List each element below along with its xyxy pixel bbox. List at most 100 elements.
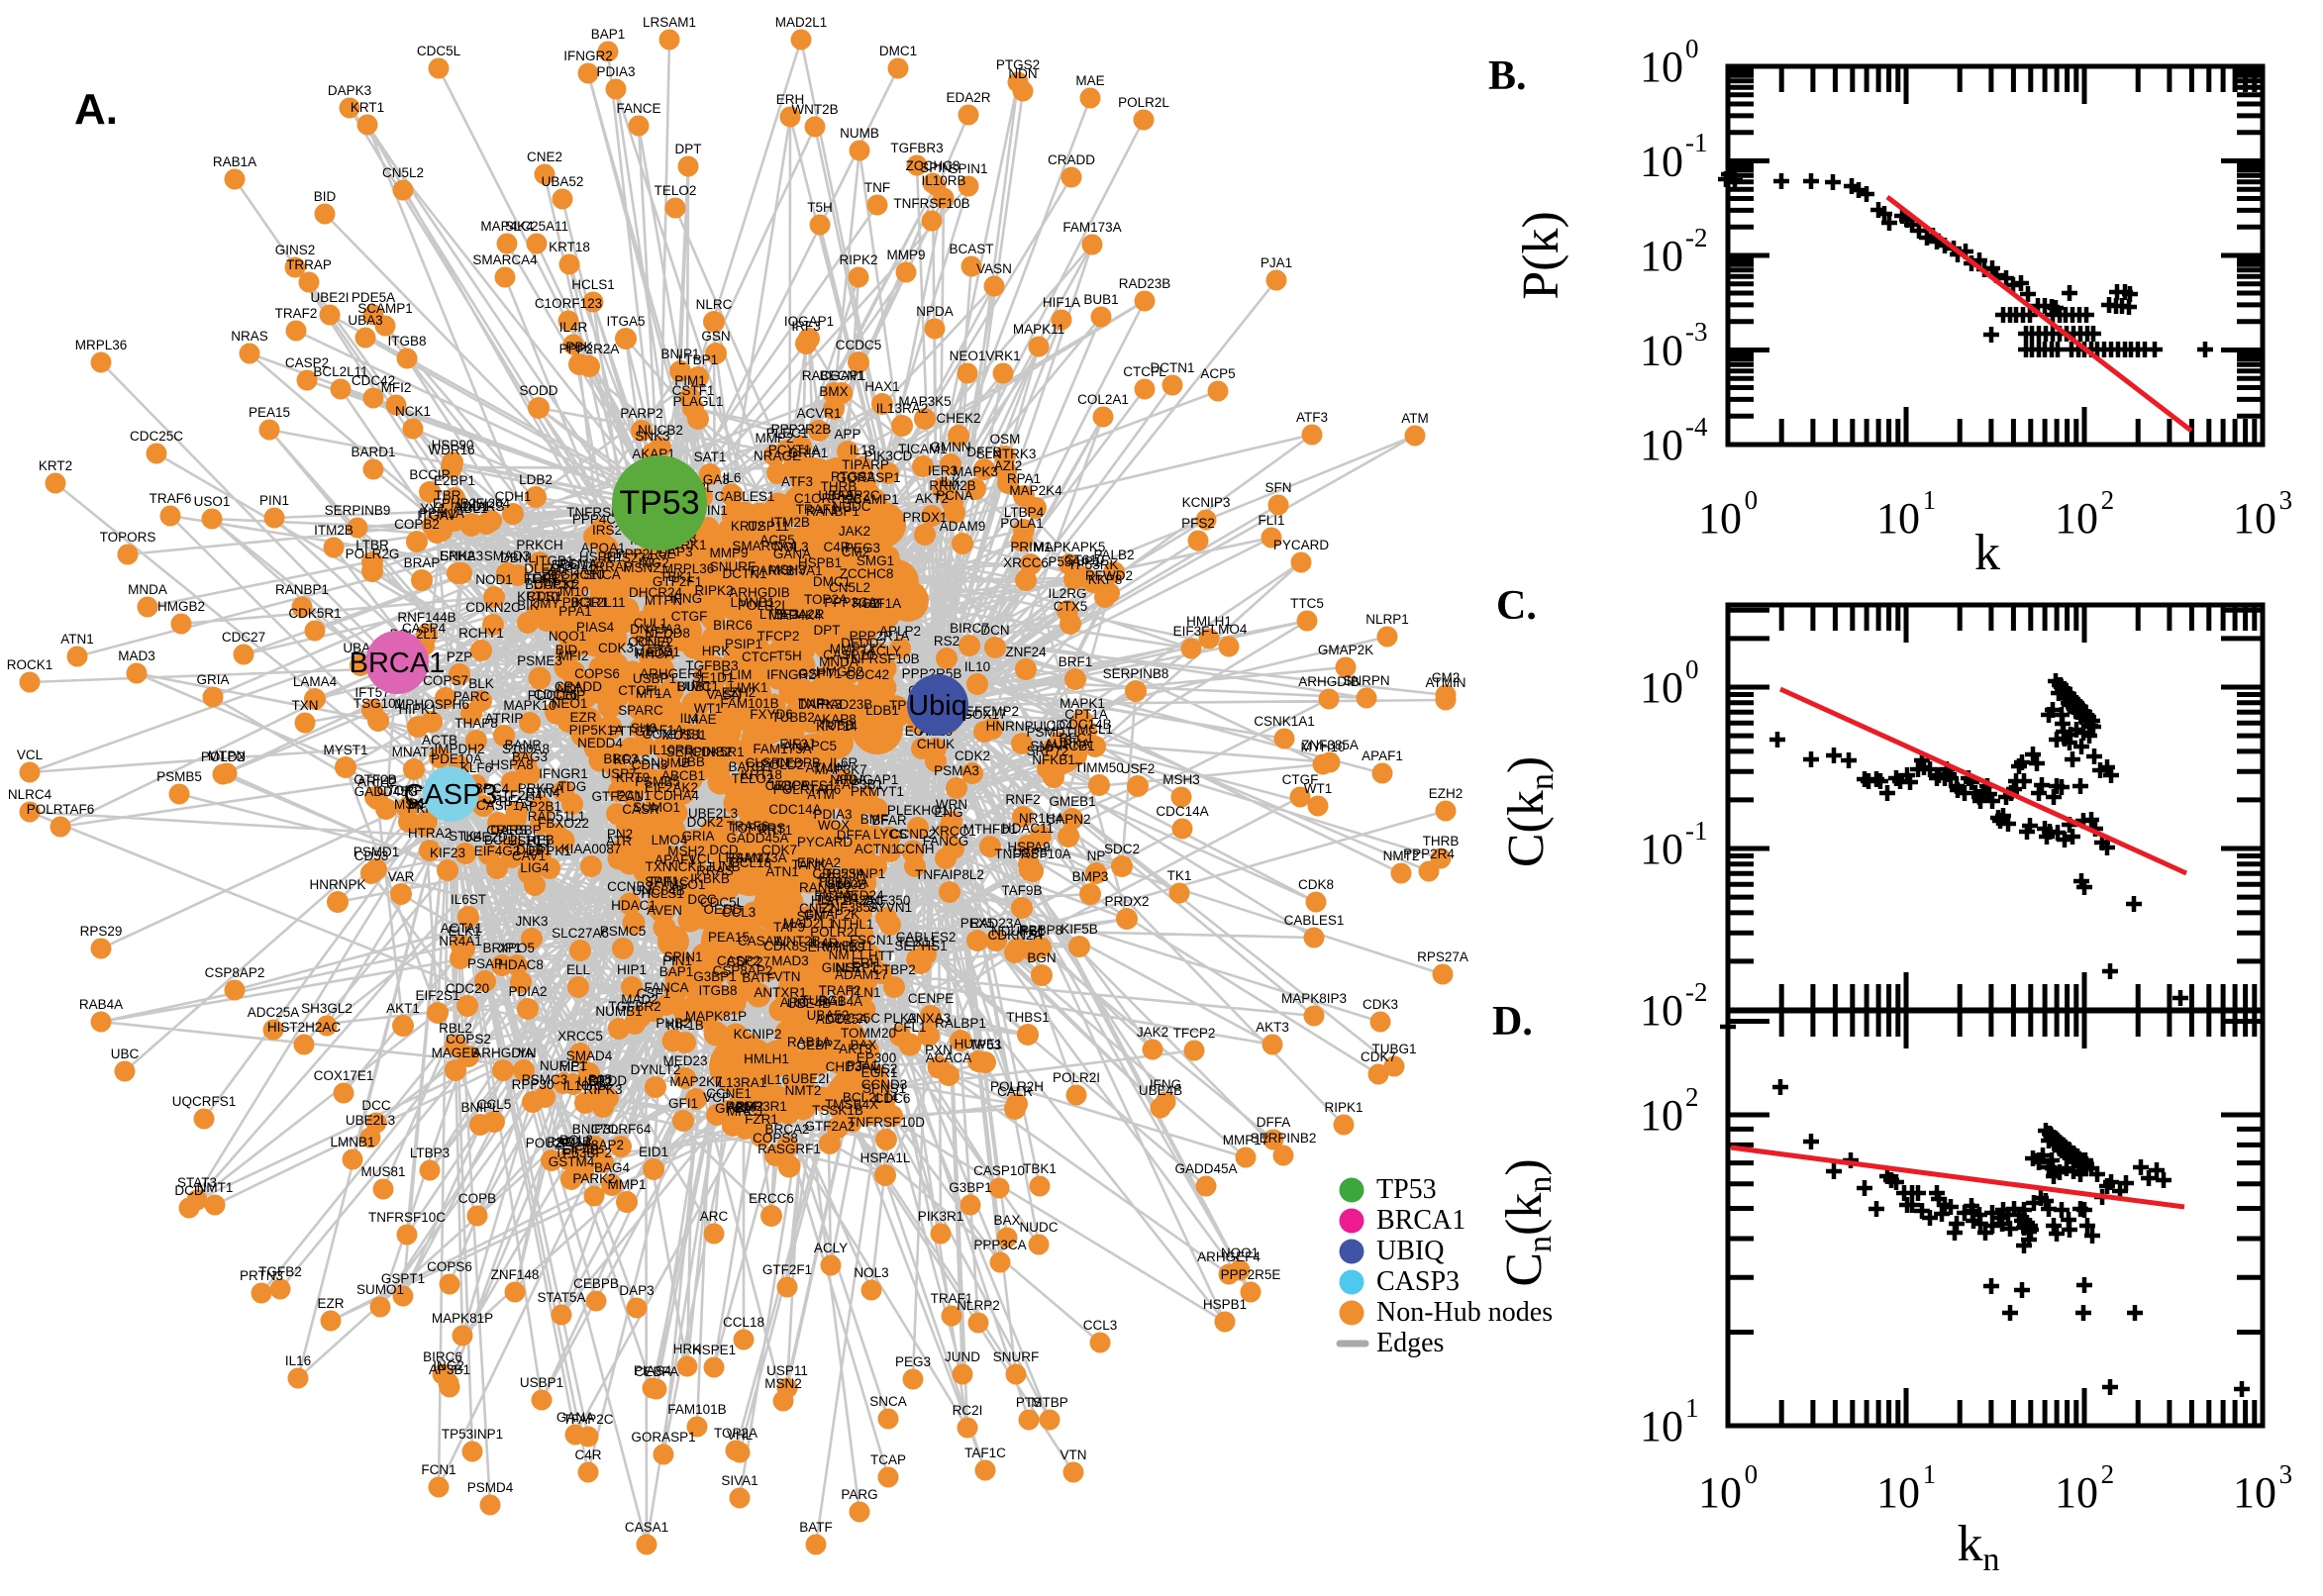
svg-text:CASP3: CASP3	[1376, 1266, 1460, 1297]
svg-text:ITM2B: ITM2B	[314, 523, 354, 538]
svg-text:10: 10	[2055, 1468, 2098, 1517]
svg-text:C1ORF123: C1ORF123	[535, 296, 602, 311]
svg-text:MYST1: MYST1	[323, 743, 367, 757]
svg-text:MAPK81P: MAPK81P	[685, 1009, 747, 1024]
svg-text:KRT18: KRT18	[741, 767, 782, 782]
svg-text:TUBB: TUBB	[819, 718, 855, 733]
svg-text:RPP30: RPP30	[512, 1077, 555, 1092]
svg-text:ARHGEF4: ARHGEF4	[1197, 1249, 1261, 1264]
svg-text:MPHOSPH6: MPHOSPH6	[394, 697, 469, 712]
svg-text:CDK7: CDK7	[761, 843, 797, 857]
svg-text:MET: MET	[559, 1059, 588, 1074]
svg-text:GORASP1: GORASP1	[836, 470, 900, 485]
svg-text:CAPN2: CAPN2	[1046, 812, 1090, 827]
svg-text:FSCN1: FSCN1	[850, 933, 893, 948]
svg-text:TIMM50: TIMM50	[1074, 760, 1124, 775]
svg-text:PSIP1: PSIP1	[725, 637, 762, 651]
svg-text:MT1A: MT1A	[636, 686, 671, 701]
svg-text:MMP2: MMP2	[755, 431, 793, 446]
svg-text:JMY: JMY	[534, 596, 560, 611]
svg-text:CEBPB: CEBPB	[775, 755, 821, 770]
svg-text:P35: P35	[588, 1072, 612, 1087]
svg-text:WNT2B: WNT2B	[791, 102, 838, 117]
svg-text:PHB2: PHB2	[656, 1016, 690, 1031]
svg-text:KIF5B: KIF5B	[1060, 922, 1098, 937]
svg-text:BRF1: BRF1	[1059, 654, 1093, 669]
svg-text:ATM: ATM	[1401, 411, 1429, 426]
svg-text:MAD2: MAD2	[621, 992, 658, 1007]
svg-text:NQO1: NQO1	[1221, 1246, 1259, 1260]
svg-text:CDC42: CDC42	[846, 667, 889, 682]
svg-text:CDC25C: CDC25C	[130, 429, 183, 444]
svg-text:WT1: WT1	[694, 701, 723, 716]
svg-text:CABLES2: CABLES2	[896, 930, 957, 945]
svg-text:CDS1: CDS1	[527, 589, 562, 604]
svg-text:PPP4C: PPP4C	[572, 512, 617, 527]
svg-text:AP2B1: AP2B1	[520, 799, 561, 814]
svg-text:ATM: ATM	[807, 787, 835, 802]
svg-text:NPDA: NPDA	[916, 304, 954, 319]
svg-text:SRP72: SRP72	[1027, 744, 1069, 758]
svg-text:TNF: TNF	[798, 696, 824, 711]
svg-text:CNE2: CNE2	[799, 901, 835, 916]
svg-text:POLR2L: POLR2L	[810, 925, 861, 940]
svg-text:PSMA3: PSMA3	[934, 763, 979, 778]
svg-text:PTS: PTS	[1016, 1395, 1042, 1410]
svg-text:HSPB1: HSPB1	[798, 555, 842, 570]
svg-text:GINS2: GINS2	[275, 243, 316, 257]
svg-text:MSN2: MSN2	[764, 1376, 802, 1391]
svg-text:RC2I: RC2I	[853, 596, 883, 611]
svg-text:PEG3: PEG3	[895, 1354, 931, 1369]
svg-text:STAT5A: STAT5A	[537, 1290, 585, 1305]
svg-text:ZNF385A: ZNF385A	[822, 900, 879, 915]
svg-text:UNC84B: UNC84B	[632, 883, 684, 898]
svg-text:VRK1: VRK1	[985, 349, 1020, 363]
svg-text:EPPK1: EPPK1	[528, 844, 571, 858]
svg-text:PJA1: PJA1	[847, 1058, 878, 1073]
svg-text:NTHL1: NTHL1	[832, 917, 874, 932]
svg-text:PLK3: PLK3	[883, 1011, 916, 1026]
svg-text:HIF1A: HIF1A	[863, 596, 901, 611]
svg-text:AZI2: AZI2	[994, 458, 1023, 473]
svg-text:RAD17: RAD17	[547, 1135, 590, 1149]
svg-text:CDC25C: CDC25C	[827, 1011, 880, 1026]
svg-text:PTGS2: PTGS2	[996, 57, 1040, 72]
svg-text:ACLY: ACLY	[867, 644, 901, 658]
svg-text:P53AIP1: P53AIP1	[1048, 554, 1100, 569]
svg-text:WRN: WRN	[936, 797, 967, 812]
svg-text:MRPL36: MRPL36	[662, 561, 715, 576]
svg-text:UBA52: UBA52	[542, 174, 584, 189]
svg-text:UBE2L3: UBE2L3	[688, 806, 738, 821]
svg-text:OSM: OSM	[990, 432, 1021, 447]
svg-text:TLN1: TLN1	[848, 985, 880, 1000]
svg-text:EIF3J: EIF3J	[779, 737, 814, 751]
svg-text:HDAC1: HDAC1	[611, 898, 656, 913]
svg-text:KIF23: KIF23	[430, 846, 465, 860]
svg-text:MNAT1: MNAT1	[392, 745, 437, 759]
svg-text:SNCA: SNCA	[583, 567, 621, 582]
svg-text:BUB1: BUB1	[676, 679, 711, 694]
svg-text:IL16: IL16	[763, 1072, 789, 1087]
svg-text:CREBBP: CREBBP	[486, 823, 542, 838]
svg-text:SFN: SFN	[1265, 480, 1292, 495]
svg-text:TP53RK: TP53RK	[1067, 557, 1118, 572]
svg-text:JUND: JUND	[945, 1349, 980, 1364]
svg-text:GORASP1: GORASP1	[631, 1430, 695, 1445]
svg-text:0: 0	[1685, 654, 1699, 684]
svg-text:MCL1: MCL1	[1077, 722, 1113, 737]
svg-text:DPT: DPT	[814, 623, 841, 638]
svg-text:ENG: ENG	[934, 805, 962, 820]
svg-text:10: 10	[1640, 232, 1683, 280]
svg-text:LYCS: LYCS	[873, 827, 907, 842]
svg-text:HMGB2: HMGB2	[157, 599, 205, 614]
svg-text:DCD: DCD	[174, 1183, 203, 1198]
svg-text:BMP3: BMP3	[1072, 869, 1109, 884]
svg-text:KRAS: KRAS	[614, 752, 651, 767]
svg-text:HRK: HRK	[702, 644, 731, 658]
svg-text:RALBP1: RALBP1	[935, 1016, 986, 1031]
svg-text:HMGB2: HMGB2	[816, 664, 863, 679]
svg-text:CCND3: CCND3	[861, 1077, 908, 1092]
svg-text:BIK: BIK	[517, 598, 539, 613]
svg-text:KIF1B: KIF1B	[666, 1018, 704, 1033]
svg-text:PRDX1: PRDX1	[902, 510, 947, 525]
